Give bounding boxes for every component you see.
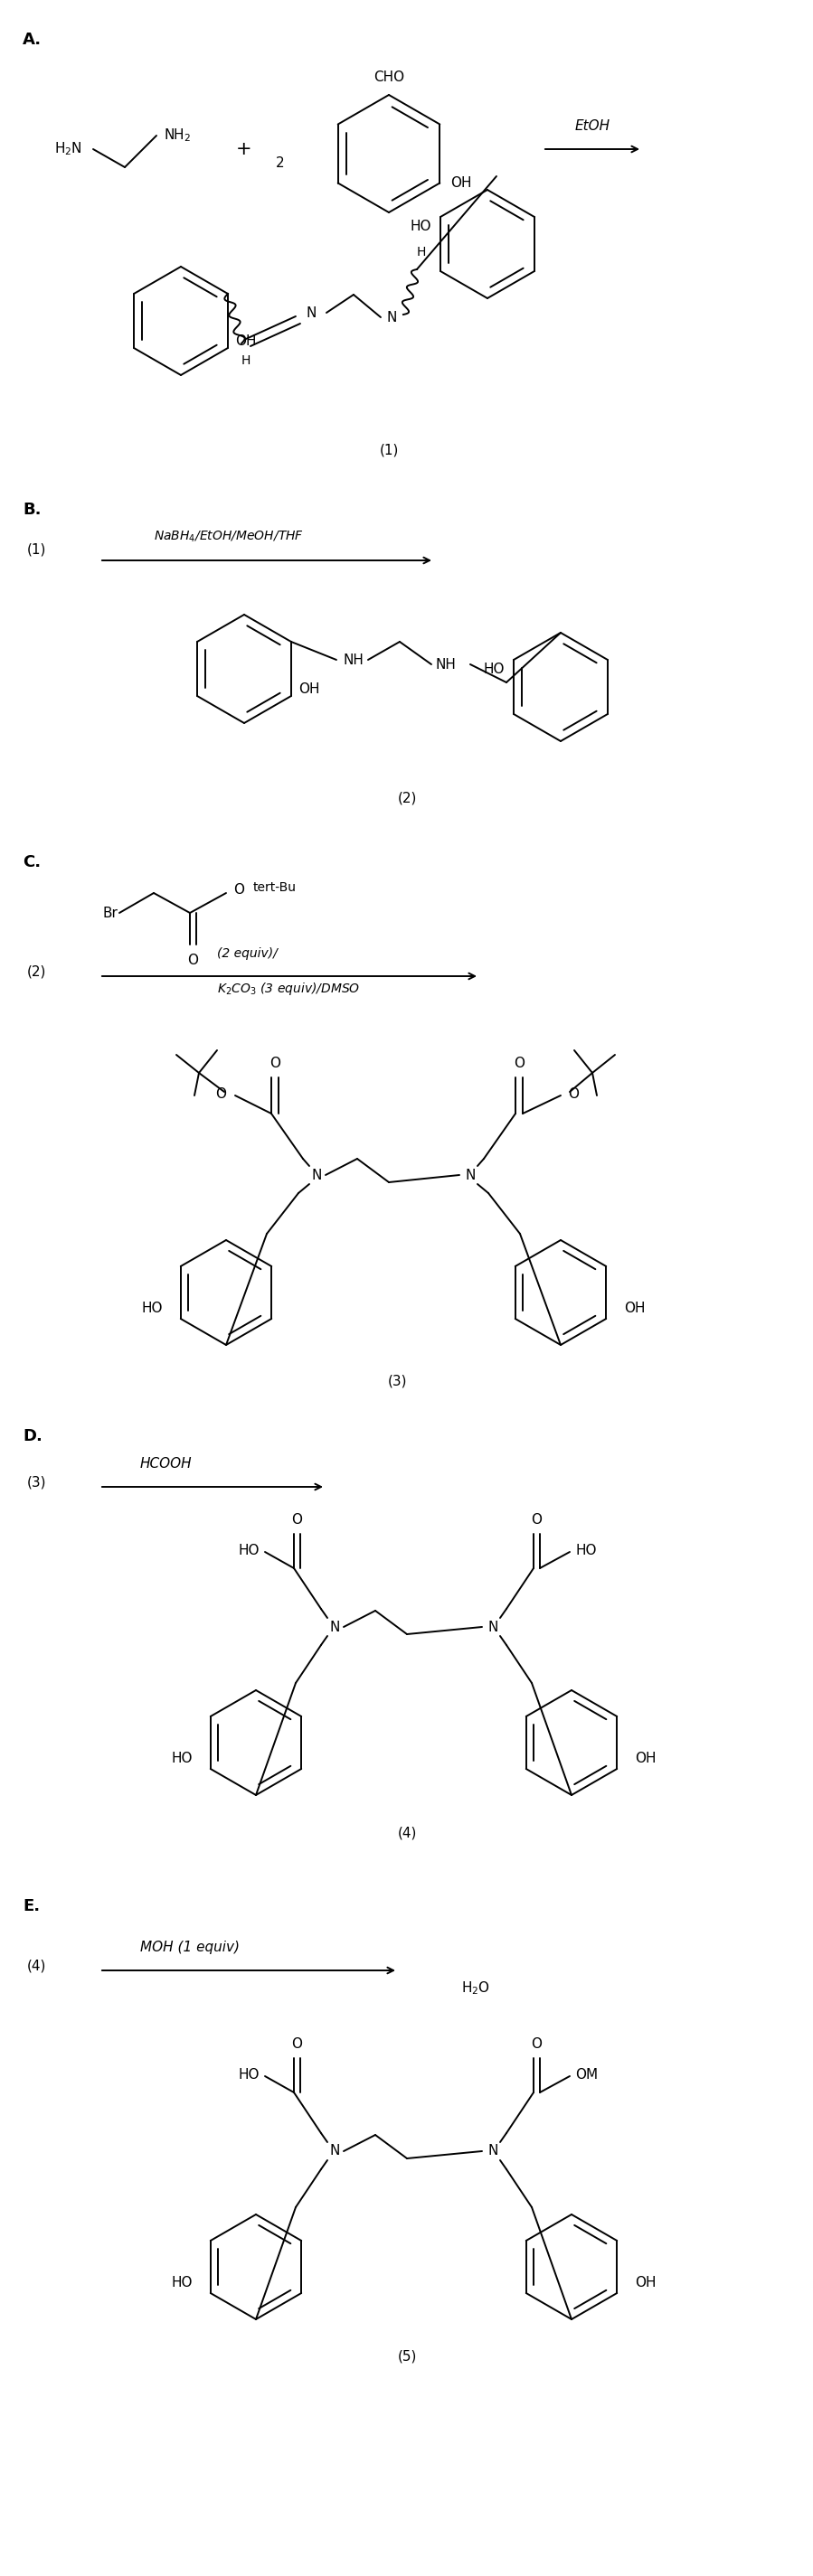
- Text: H$_2$O: H$_2$O: [461, 1978, 490, 1996]
- Text: HO: HO: [172, 2275, 193, 2290]
- Text: N: N: [307, 307, 317, 319]
- Text: HO: HO: [575, 1543, 597, 1556]
- Text: (2): (2): [398, 791, 416, 804]
- Text: O: O: [291, 2038, 302, 2050]
- Text: +: +: [237, 139, 252, 157]
- Text: OH: OH: [635, 2275, 656, 2290]
- Text: H$_2$N: H$_2$N: [54, 142, 82, 157]
- Text: HO: HO: [238, 2069, 259, 2081]
- Text: 2: 2: [276, 157, 285, 170]
- Text: HO: HO: [172, 1752, 193, 1765]
- Text: H: H: [417, 245, 426, 258]
- Text: (1): (1): [27, 544, 46, 556]
- Text: O: O: [187, 953, 198, 966]
- Text: D.: D.: [23, 1427, 42, 1445]
- Text: O: O: [531, 1512, 541, 1528]
- Text: OM: OM: [575, 2069, 598, 2081]
- Text: HCOOH: HCOOH: [140, 1458, 193, 1471]
- Text: NH$_2$: NH$_2$: [163, 126, 191, 144]
- Text: NH: NH: [436, 657, 457, 672]
- Text: HO: HO: [410, 219, 432, 232]
- Text: HO: HO: [484, 662, 505, 675]
- Text: (2): (2): [27, 966, 46, 979]
- Text: H: H: [241, 355, 250, 366]
- Text: N: N: [465, 1170, 476, 1182]
- Text: O: O: [215, 1087, 226, 1100]
- Text: HO: HO: [238, 1543, 259, 1556]
- Text: E.: E.: [23, 1899, 40, 1914]
- Text: (1): (1): [379, 443, 398, 456]
- Text: B.: B.: [23, 502, 41, 518]
- Text: CHO: CHO: [373, 70, 404, 85]
- Text: HO: HO: [141, 1301, 163, 1314]
- Text: K$_2$CO$_3$ (3 equiv)/DMSO: K$_2$CO$_3$ (3 equiv)/DMSO: [217, 981, 360, 997]
- Text: N: N: [329, 1620, 340, 1633]
- Text: (3): (3): [27, 1476, 46, 1489]
- Text: OH: OH: [235, 335, 256, 348]
- Text: N: N: [329, 2143, 340, 2159]
- Text: O: O: [233, 884, 244, 896]
- Text: MOH (1 equiv): MOH (1 equiv): [140, 1940, 240, 1955]
- Text: O: O: [531, 2038, 541, 2050]
- Text: OH: OH: [450, 175, 472, 191]
- Text: (5): (5): [398, 2349, 416, 2365]
- Text: N: N: [488, 1620, 498, 1633]
- Text: O: O: [514, 1056, 524, 1069]
- Text: tert-Bu: tert-Bu: [253, 881, 297, 894]
- Text: NH: NH: [344, 654, 364, 667]
- Text: A.: A.: [23, 31, 41, 49]
- Text: (4): (4): [398, 1826, 416, 1839]
- Text: N: N: [311, 1170, 322, 1182]
- Text: N: N: [488, 2143, 498, 2159]
- Text: NaBH$_4$/EtOH/MeOH/THF: NaBH$_4$/EtOH/MeOH/THF: [154, 528, 304, 544]
- Text: Br: Br: [102, 907, 118, 920]
- Text: EtOH: EtOH: [575, 118, 610, 134]
- Text: (3): (3): [388, 1373, 407, 1388]
- Text: N: N: [387, 312, 398, 325]
- Text: O: O: [269, 1056, 280, 1069]
- Text: O: O: [291, 1512, 302, 1528]
- Text: OH: OH: [635, 1752, 656, 1765]
- Text: OH: OH: [624, 1301, 646, 1314]
- Text: OH: OH: [298, 683, 320, 696]
- Text: (4): (4): [27, 1960, 46, 1973]
- Text: O: O: [568, 1087, 579, 1100]
- Text: (2 equiv)/: (2 equiv)/: [217, 948, 277, 961]
- Text: C.: C.: [23, 855, 41, 871]
